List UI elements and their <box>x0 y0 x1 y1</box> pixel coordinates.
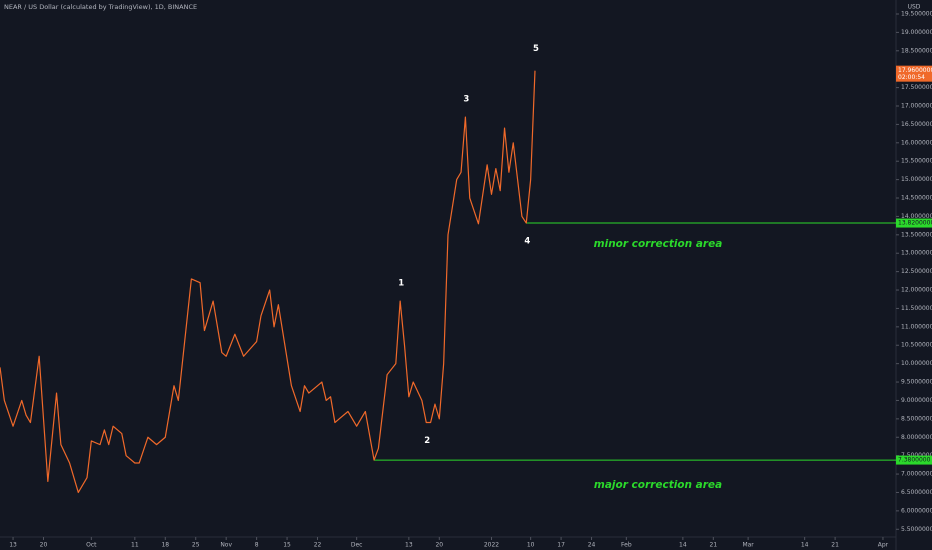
x-tick-label: 20 <box>40 542 48 549</box>
level-label: 13.8200000 <box>898 220 932 227</box>
x-tick-label: 25 <box>192 542 200 549</box>
x-tick-label: Oct <box>86 542 97 549</box>
y-tick-label: 5.5000000 <box>901 526 932 533</box>
y-tick-label: 15.5000000 <box>901 158 932 165</box>
level-text: major correction area <box>594 479 722 491</box>
x-tick-label: 17 <box>557 542 565 549</box>
y-tick-label: 7.0000000 <box>901 471 932 478</box>
y-tick-label: 9.5000000 <box>901 379 932 386</box>
level-label-box <box>896 218 932 228</box>
current-price-label: 17.9600000 <box>898 67 932 74</box>
y-tick-label: 17.5000000 <box>901 84 932 91</box>
x-tick-label: 13 <box>405 542 413 549</box>
x-tick-label: 24 <box>588 542 596 549</box>
y-tick-label: 9.0000000 <box>901 397 932 404</box>
y-tick-label: 15.0000000 <box>901 176 932 183</box>
x-tick-label: 21 <box>710 542 718 549</box>
level-label-box <box>896 455 932 465</box>
y-tick-label: 14.5000000 <box>901 195 932 202</box>
x-tick-label: 20 <box>435 542 443 549</box>
axis-unit: USD <box>908 4 921 11</box>
wave-label: 4 <box>524 237 530 247</box>
current-price-box <box>896 65 932 82</box>
x-tick-label: 18 <box>161 542 169 549</box>
y-tick-label: 18.5000000 <box>901 47 932 54</box>
y-tick-label: 11.0000000 <box>901 323 932 330</box>
y-tick-label: 19.0000000 <box>901 29 932 36</box>
x-tick-label: Nov <box>220 542 232 549</box>
wave-label: 1 <box>398 279 404 289</box>
y-tick-label: 6.5000000 <box>901 489 932 496</box>
x-tick-label: 2022 <box>484 542 499 549</box>
level-label: 7.3800000 <box>898 457 931 464</box>
y-tick-label: 16.5000000 <box>901 121 932 128</box>
y-tick-label: 8.5000000 <box>901 415 932 422</box>
wave-label: 3 <box>463 95 469 105</box>
wave-label: 2 <box>424 436 430 446</box>
x-tick-label: Apr <box>878 542 889 549</box>
x-tick-label: 10 <box>527 542 535 549</box>
y-tick-label: 12.5000000 <box>901 268 932 275</box>
x-tick-label: 11 <box>131 542 139 549</box>
y-tick-label: 8.0000000 <box>901 434 932 441</box>
y-tick-label: 16.0000000 <box>901 139 932 146</box>
x-tick-label: 14 <box>679 542 687 549</box>
y-tick-label: 11.5000000 <box>901 305 932 312</box>
y-tick-label: 13.5000000 <box>901 231 932 238</box>
x-tick-label: Mar <box>742 542 754 549</box>
x-tick-label: 13 <box>9 542 17 549</box>
countdown-label: 02:00:54 <box>898 74 925 81</box>
chart-title: NEAR / US Dollar (calculated by TradingV… <box>4 3 197 11</box>
y-tick-label: 10.5000000 <box>901 342 932 349</box>
wave-label: 5 <box>533 44 539 54</box>
x-tick-label: 15 <box>283 542 291 549</box>
x-tick-label: 8 <box>255 542 259 549</box>
x-tick-label: Dec <box>351 542 363 549</box>
y-tick-label: 14.0000000 <box>901 213 932 220</box>
x-tick-label: 14 <box>801 542 809 549</box>
level-text: minor correction area <box>594 238 723 250</box>
y-tick-label: 19.5000000 <box>901 10 932 17</box>
x-tick-label: 22 <box>314 542 322 549</box>
y-tick-label: 6.0000000 <box>901 507 932 514</box>
y-tick-label: 13.0000000 <box>901 250 932 257</box>
x-tick-label: 21 <box>831 542 839 549</box>
y-tick-label: 10.0000000 <box>901 360 932 367</box>
price-line <box>0 70 536 494</box>
y-tick-label: 17.0000000 <box>901 103 932 110</box>
x-tick-label: Feb <box>621 542 632 549</box>
y-tick-label: 12.0000000 <box>901 287 932 294</box>
